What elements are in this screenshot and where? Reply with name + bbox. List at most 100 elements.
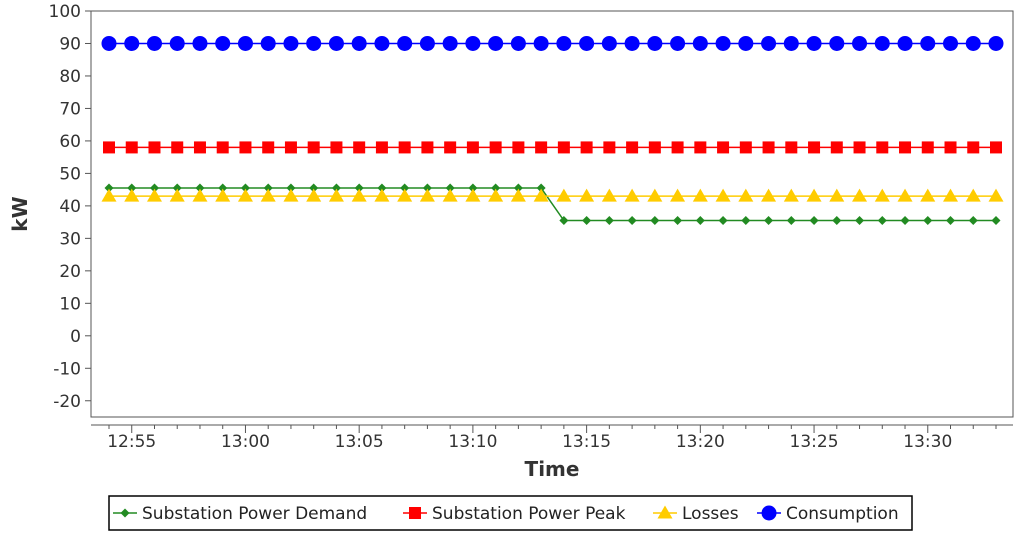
data-point	[717, 141, 730, 154]
legend-item: Substation Power Demand	[113, 504, 367, 524]
data-point	[806, 188, 822, 202]
data-point	[741, 215, 751, 225]
data-point	[237, 188, 253, 202]
data-point	[101, 35, 117, 51]
data-point	[351, 35, 367, 51]
legend: Substation Power Demand Substation Power …	[108, 495, 913, 531]
data-point	[786, 215, 796, 225]
x-tick-label: 13:30	[903, 432, 952, 452]
x-axis-title: Time	[525, 457, 580, 481]
data-point	[965, 35, 981, 51]
data-point	[237, 35, 253, 51]
data-point	[579, 188, 595, 202]
data-point	[601, 35, 617, 51]
data-point	[968, 215, 978, 225]
y-tick-label: 30	[59, 229, 81, 249]
y-tick-label: 40	[59, 197, 81, 217]
data-point	[377, 183, 387, 193]
y-tick-label: 100	[49, 2, 81, 22]
data-point	[445, 183, 455, 193]
data-point	[419, 188, 435, 202]
data-point	[601, 188, 617, 202]
data-point	[627, 215, 637, 225]
data-point	[419, 35, 435, 51]
data-point	[306, 188, 322, 202]
data-point	[398, 141, 411, 154]
data-point	[853, 141, 866, 154]
x-tick-label: 12:55	[107, 432, 156, 452]
data-point	[127, 183, 137, 193]
data-point	[465, 188, 481, 202]
data-point	[715, 35, 731, 51]
data-point	[216, 141, 229, 154]
series-line	[109, 187, 996, 222]
data-point	[240, 183, 250, 193]
data-point	[647, 188, 663, 202]
data-point	[491, 183, 501, 193]
data-point	[468, 183, 478, 193]
data-point	[718, 215, 728, 225]
data-point	[923, 215, 933, 225]
data-point	[397, 35, 413, 51]
data-point	[374, 188, 390, 202]
legend-label: Substation Power Demand	[142, 504, 367, 524]
data-point	[124, 35, 140, 51]
data-point	[647, 35, 663, 51]
y-tick-label: 0	[70, 327, 81, 347]
data-point	[124, 188, 140, 202]
x-axis: 12:55 13:00 13:05 13:10 13:15 13:20 13:25 13:30	[91, 424, 1013, 452]
data-point	[442, 35, 458, 51]
legend-label: Consumption	[786, 504, 899, 524]
x-tick-label: 13:00	[221, 432, 270, 452]
data-point	[739, 141, 752, 154]
data-point	[829, 35, 845, 51]
legend-item: Consumption	[757, 504, 899, 524]
y-tick-label: 70	[59, 99, 81, 119]
data-point	[946, 215, 956, 225]
y-tick-label: 90	[59, 34, 81, 54]
data-point	[783, 35, 799, 51]
data-point	[512, 141, 525, 154]
data-point	[354, 183, 364, 193]
legend-marker	[657, 505, 673, 519]
data-point	[990, 141, 1002, 154]
data-point	[738, 35, 754, 51]
data-point	[171, 141, 184, 154]
x-tick-label: 13:05	[335, 432, 384, 452]
data-point	[761, 188, 777, 202]
data-point	[626, 141, 639, 154]
series-substation-power-demand	[104, 183, 1001, 225]
data-point	[670, 35, 686, 51]
legend-label: Substation Power Peak	[432, 504, 626, 524]
data-point	[286, 183, 296, 193]
data-point	[330, 141, 343, 154]
data-point	[195, 183, 205, 193]
x-tick-label: 13:15	[562, 432, 611, 452]
data-point	[466, 141, 479, 154]
data-point	[852, 188, 868, 202]
data-point	[444, 141, 457, 154]
data-point	[783, 188, 799, 202]
y-tick-label: -10	[53, 359, 81, 379]
data-point	[101, 188, 117, 202]
data-point	[125, 141, 138, 154]
data-point	[624, 188, 640, 202]
data-point	[260, 35, 276, 51]
data-point	[192, 188, 208, 202]
legend-label: Losses	[682, 504, 739, 524]
data-point	[331, 183, 341, 193]
data-point	[852, 35, 868, 51]
data-point	[943, 188, 959, 202]
data-point	[830, 141, 843, 154]
data-point	[557, 141, 570, 154]
data-point	[673, 215, 683, 225]
series-substation-power-peak	[103, 141, 1002, 154]
data-point	[309, 183, 319, 193]
data-point	[874, 188, 890, 202]
data-point	[375, 141, 388, 154]
data-point	[829, 188, 845, 202]
data-point	[897, 35, 913, 51]
data-point	[899, 141, 912, 154]
